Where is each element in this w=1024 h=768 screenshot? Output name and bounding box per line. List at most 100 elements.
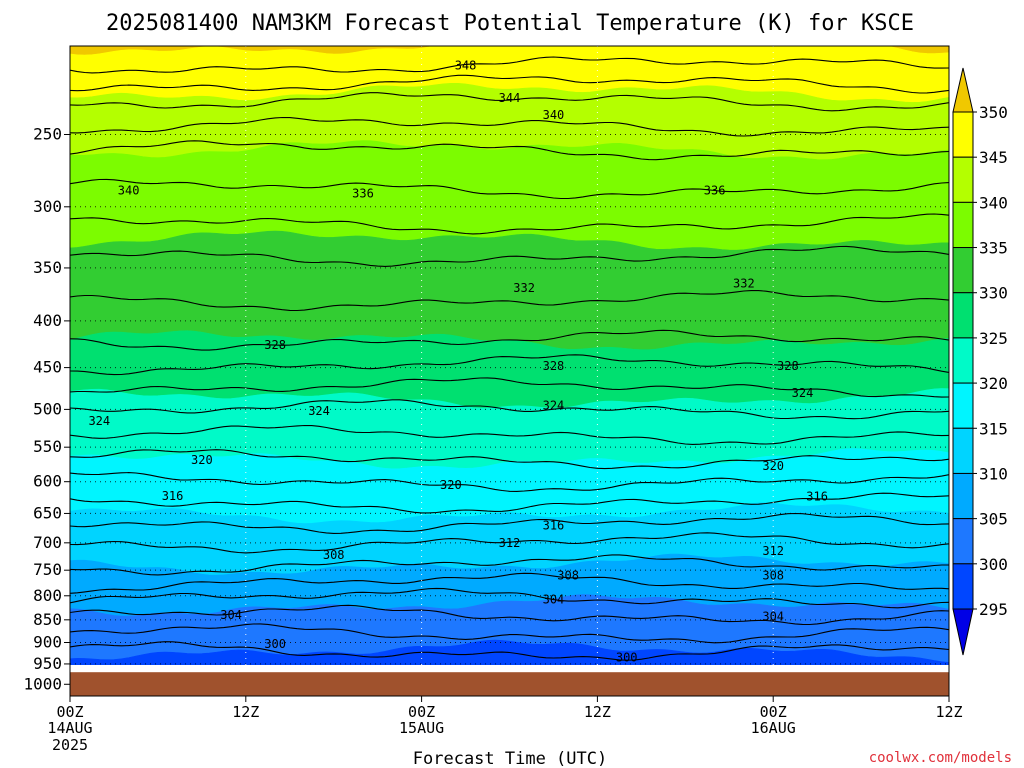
contour-label: 340 (543, 108, 565, 122)
contour-label: 316 (806, 490, 828, 504)
contour-label: 324 (308, 404, 330, 418)
colorbar-swatch (952, 427, 974, 474)
time-tick-label: 12Z (935, 703, 962, 721)
isentrope-line (70, 245, 949, 267)
contour-label: 316 (162, 489, 184, 503)
colorbar-min-arrow (952, 608, 974, 656)
isentrope-line (70, 532, 949, 554)
isentrope-line (70, 178, 949, 200)
colorbar-label: 315 (979, 419, 1008, 438)
isentrope-line (70, 377, 949, 398)
colorbar-swatch (952, 156, 974, 203)
colorbar-swatch (952, 563, 974, 610)
colorbar-label: 350 (979, 103, 1008, 122)
colorbar-label: 300 (979, 555, 1008, 574)
pressure-tick-label: 800 (33, 586, 62, 605)
colorbar-swatch (952, 337, 974, 384)
plot-frame (69, 45, 950, 697)
contour-label: 320 (440, 478, 462, 492)
pressure-tick-label: 350 (33, 258, 62, 277)
pressure-tick-label: 400 (33, 311, 62, 330)
isentrope-line (70, 424, 949, 445)
isentrope-line (70, 140, 949, 161)
contour-label: 332 (733, 276, 755, 290)
x-axis-label: Forecast Time (UTC) (413, 749, 607, 768)
colorbar-swatch (952, 518, 974, 565)
pressure-tick-label: 1000 (23, 674, 62, 693)
time-tick-date: 15AUG (399, 719, 444, 737)
contour-label: 300 (616, 651, 638, 665)
contour-label: 308 (323, 548, 345, 562)
isentrope-line (70, 354, 949, 376)
time-tick-label: 12Z (584, 703, 611, 721)
time-tick-date: 16AUG (751, 719, 796, 737)
isentrope-line (70, 92, 949, 112)
time-tick-date: 14AUG (47, 719, 92, 737)
colorbar-swatch (952, 292, 974, 339)
pressure-tick-label: 900 (33, 632, 62, 651)
pressure-tick-label: 600 (33, 472, 62, 491)
pressure-tick-label: 850 (33, 610, 62, 629)
contour-label: 320 (762, 459, 784, 473)
pressure-tick-label: 500 (33, 399, 62, 418)
contour-label: 324 (88, 414, 110, 428)
pressure-tick-label: 950 (33, 654, 62, 673)
pressure-tick-label: 550 (33, 437, 62, 456)
isentrope-line (70, 399, 949, 420)
isentrope-line (70, 492, 949, 514)
pressure-tick-label: 650 (33, 503, 62, 522)
isentrope-line (70, 290, 949, 312)
colorbar-legend: 350 345 340 335 330 325 320 315 310 305 300 295 (952, 67, 1008, 656)
time-tick-label: 12Z (232, 703, 259, 721)
contour-label: 312 (499, 536, 521, 550)
isentrope-line (70, 213, 949, 235)
colorbar-swatch (952, 382, 974, 429)
contour-label: 328 (777, 359, 799, 373)
contour-label: 304 (220, 608, 242, 622)
colorbar-label: 340 (979, 193, 1008, 212)
colorbar-label: 330 (979, 284, 1008, 303)
isentrope-line (70, 587, 949, 609)
contour-label: 308 (762, 568, 784, 582)
pressure-tick-label: 250 (33, 124, 62, 143)
colorbar-label: 310 (979, 464, 1008, 483)
terrain-surface (70, 672, 949, 696)
contour-label: 344 (499, 91, 521, 105)
contour-label: 328 (264, 338, 286, 352)
pressure-axis: 250 300 350 400 450 500 550 600 650 700 750 800 850 9… (23, 124, 70, 693)
time-tick-year: 2025 (52, 736, 88, 754)
contour-label: 320 (191, 453, 213, 467)
isentrope-line (70, 56, 949, 74)
contour-label: 336 (352, 186, 374, 200)
isentrope-contours (70, 56, 949, 661)
time-tick-label: 00Z (56, 703, 83, 721)
isentrope-line (70, 116, 949, 137)
contour-label: 304 (762, 610, 784, 624)
colorbar-label: 325 (979, 329, 1008, 348)
contour-label: 300 (264, 637, 286, 651)
contour-label: 328 (543, 359, 565, 373)
contour-label: 316 (543, 518, 565, 532)
time-tick-label: 00Z (408, 703, 435, 721)
colorbar-label: 295 (979, 600, 1008, 619)
colorbar-label: 305 (979, 510, 1008, 529)
isentrope-line (70, 623, 949, 644)
isentrope-line (70, 604, 949, 626)
contour-label: 308 (557, 568, 579, 582)
chart-title: 2025081400 NAM3KM Forecast Potential Tem… (106, 11, 914, 36)
contour-label: 324 (792, 386, 814, 400)
colorbar-swatch (952, 247, 974, 294)
pressure-tick-label: 700 (33, 533, 62, 552)
isentrope-line (70, 641, 949, 661)
contour-label: 336 (704, 184, 726, 198)
colorbar-label: 335 (979, 239, 1008, 258)
isentrope-line (70, 512, 949, 534)
contour-label: 312 (762, 544, 784, 558)
isentrope-line (70, 74, 949, 94)
contour-label: 324 (543, 398, 565, 412)
pressure-tick-label: 300 (33, 197, 62, 216)
contour-label: 304 (543, 593, 565, 607)
contour-label: 348 (455, 58, 477, 72)
